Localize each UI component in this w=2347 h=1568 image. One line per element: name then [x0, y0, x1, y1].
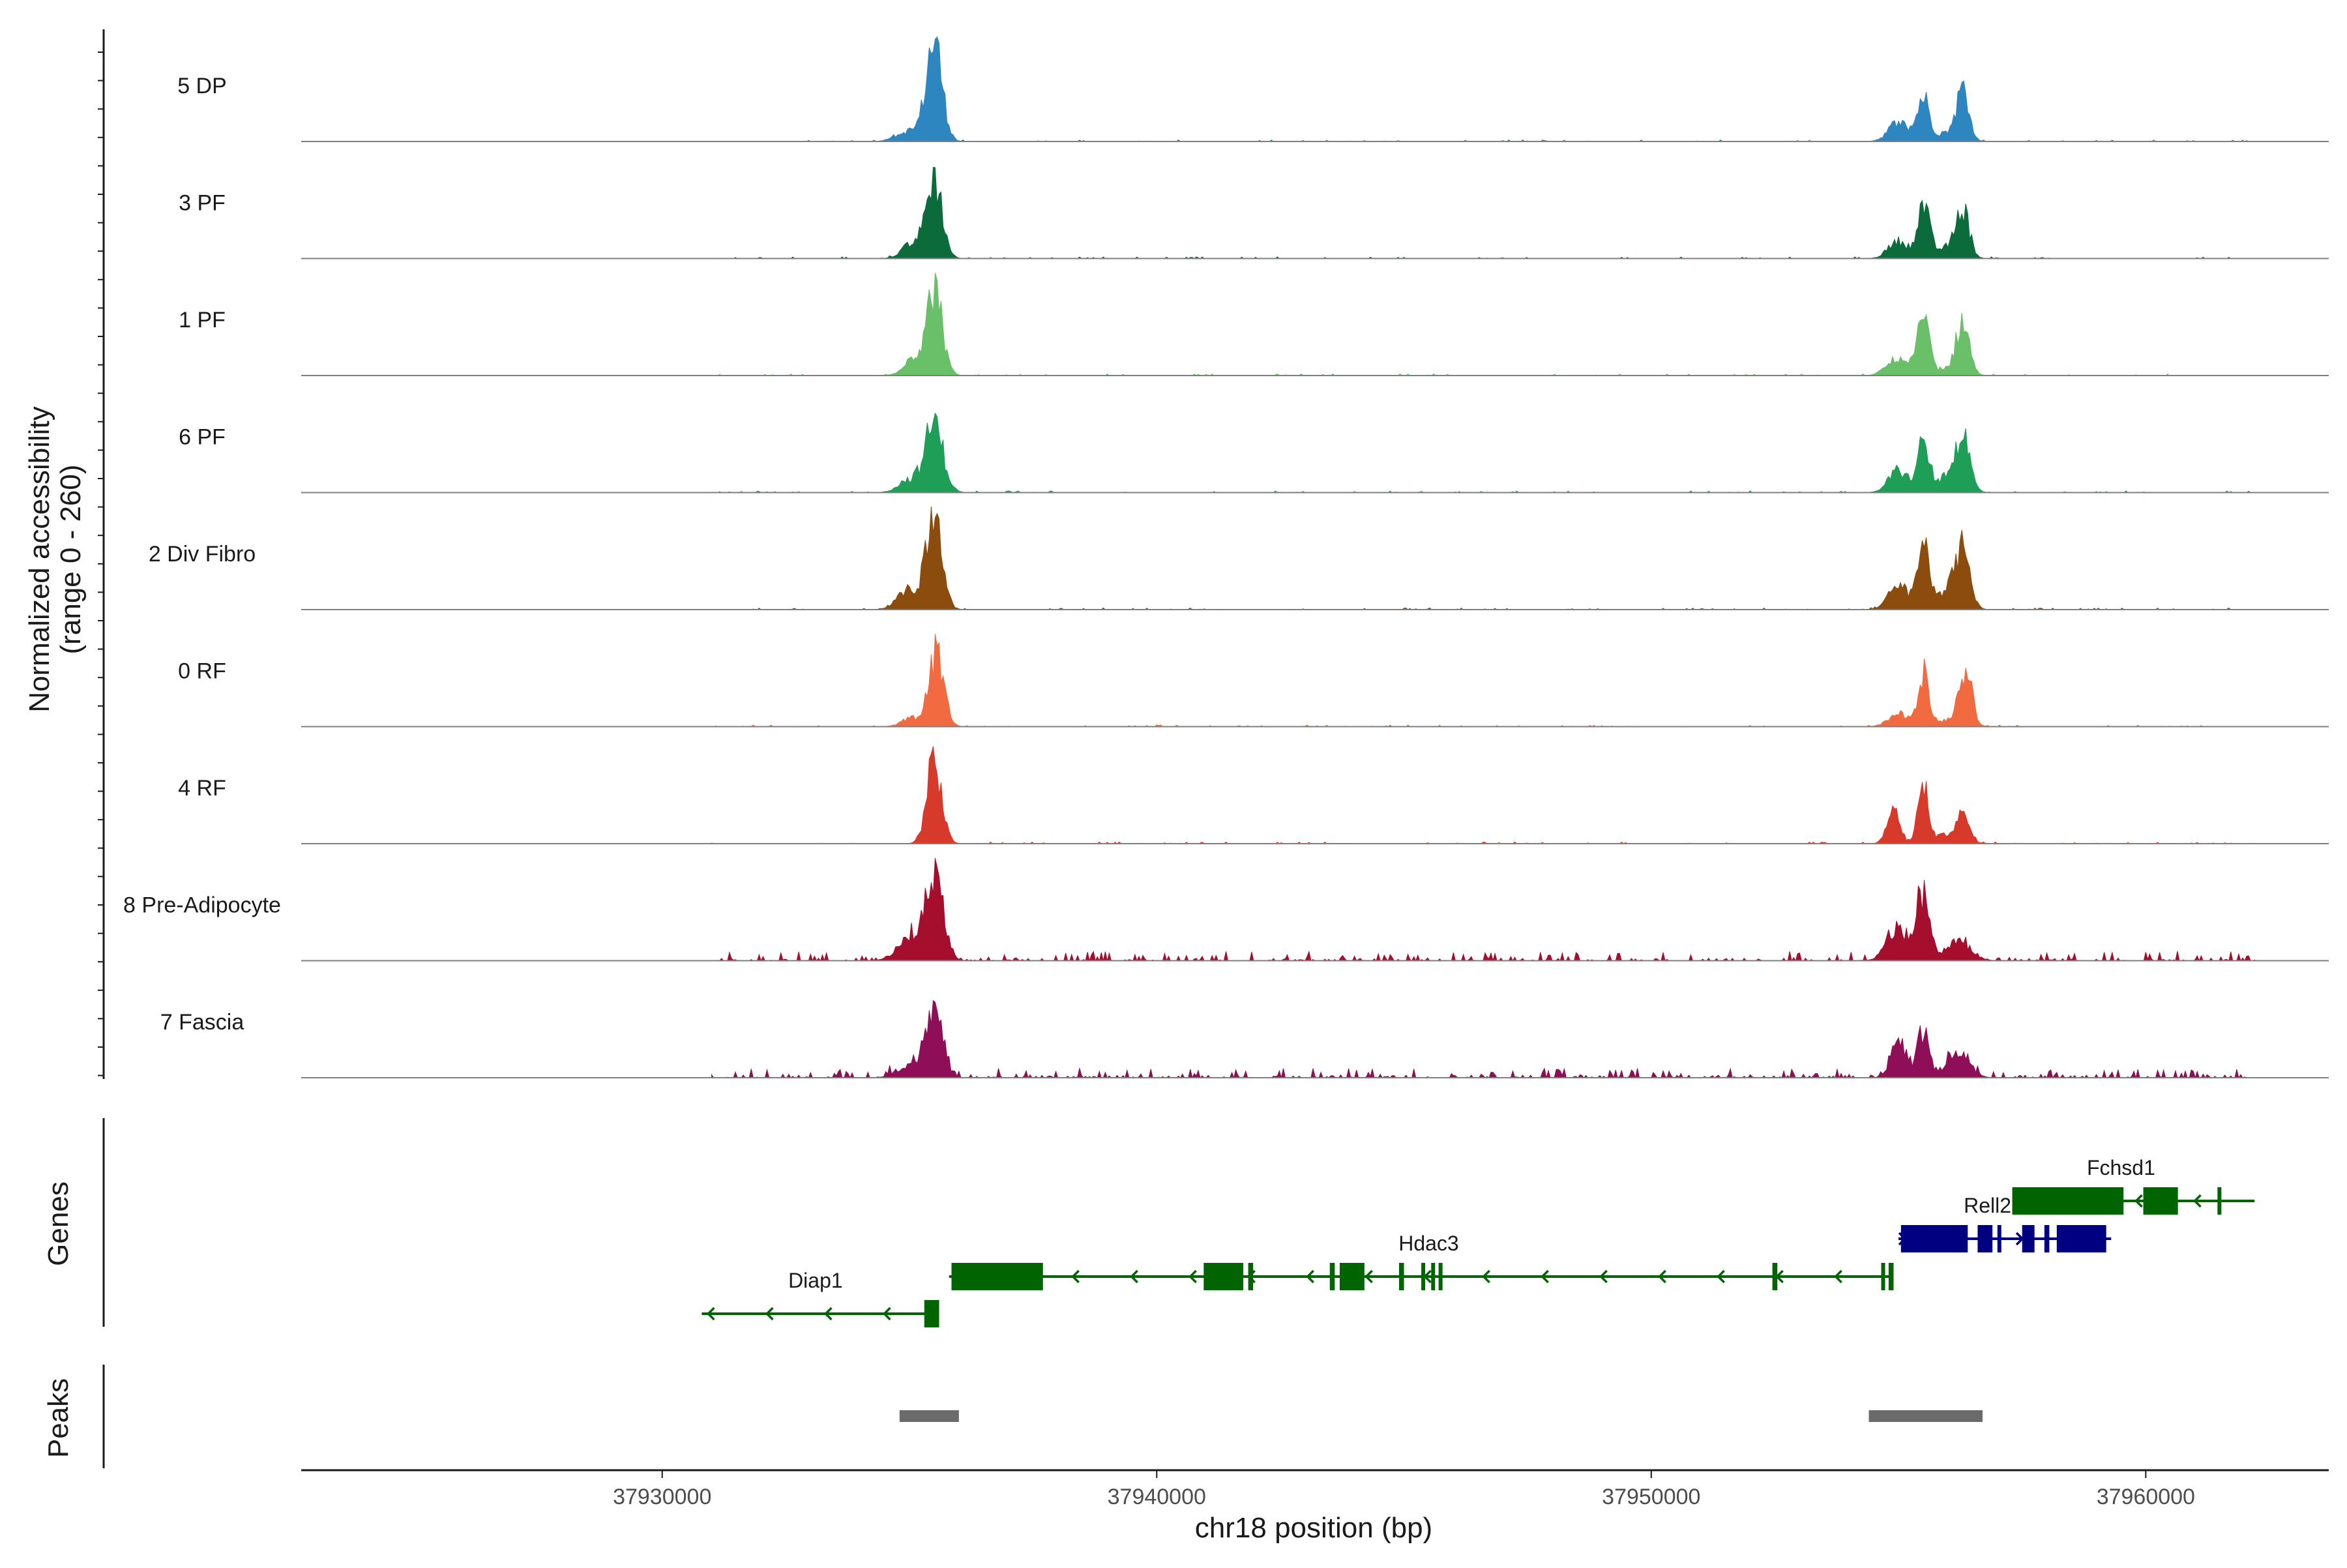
coverage-area-1	[711, 166, 2255, 259]
x-tick-label-1: 37940000	[1108, 1485, 1206, 1509]
track-label-3: 6 PF	[179, 425, 226, 450]
track-label-2: 1 PF	[179, 308, 226, 333]
exon-rell2-4	[2044, 1225, 2050, 1252]
exon-rell2-0	[1900, 1225, 1968, 1252]
x-tick-label-2: 37950000	[1602, 1485, 1700, 1509]
exon-hdac3-5	[1398, 1263, 1404, 1290]
track-label-4: 2 Div Fibro	[149, 542, 256, 567]
track-label-1: 3 PF	[179, 191, 226, 216]
exon-hdac3-0	[951, 1263, 1043, 1290]
coverage-area-7	[711, 858, 2255, 962]
coverage-area-8	[711, 999, 2255, 1079]
gene-label-rell2: Rell2	[1964, 1194, 2011, 1217]
strand-arrow	[1071, 1269, 1080, 1284]
strand-arrow	[1130, 1269, 1138, 1284]
x-tick-label-3: 37960000	[2097, 1485, 2195, 1509]
exon-fchsd1-2	[2217, 1187, 2222, 1215]
gene-label-hdac3: Hdac3	[1398, 1232, 1459, 1255]
coverage-area-5	[711, 634, 2255, 728]
strand-arrow	[823, 1307, 833, 1321]
x-tick-label-0: 37930000	[613, 1485, 711, 1509]
exon-hdac3-6	[1421, 1263, 1426, 1290]
exon-hdac3-7	[1431, 1263, 1436, 1290]
exon-hdac3-11	[1888, 1263, 1894, 1290]
track-label-0: 5 DP	[177, 74, 227, 98]
genes-track-title: Genes	[42, 1181, 74, 1266]
axis-layer: 37930000 37940000 37950000 37960000	[98, 29, 2329, 1509]
coverage-area-4	[711, 506, 2255, 610]
exon-hdac3-4	[1339, 1263, 1365, 1290]
strand-arrow	[1834, 1269, 1842, 1284]
exon-hdac3-8	[1438, 1263, 1443, 1290]
strand-arrow	[1599, 1269, 1608, 1284]
exon-rell2-5	[2056, 1225, 2106, 1252]
exon-rell2-1	[1977, 1225, 1993, 1252]
gene-label-diap1: Diap1	[788, 1269, 843, 1292]
coverage-area-6	[711, 746, 2255, 844]
coverage-layer: 5 DP 3 PF 1 PF 6 PF 2 Div Fibro 0 RF 4 RF 8 Pre…	[123, 36, 2329, 1079]
strand-arrow	[1717, 1269, 1725, 1284]
peak-region-1	[1868, 1410, 1983, 1422]
y-axis-title-line2: (range 0 - 260)	[55, 464, 87, 654]
track-label-5: 0 RF	[178, 659, 226, 684]
exon-hdac3-3	[1329, 1263, 1335, 1290]
strand-arrow	[706, 1307, 715, 1321]
track-label-6: 4 RF	[178, 776, 226, 801]
strand-arrow	[2193, 1194, 2202, 1208]
exon-hdac3-9	[1772, 1263, 1778, 1290]
exon-fchsd1-1	[2143, 1187, 2178, 1215]
strand-arrow	[1365, 1269, 1373, 1284]
y-axis-title-line1: Normalized accessibility	[23, 406, 55, 712]
coverage-area-0	[711, 36, 2255, 142]
strand-arrow	[1658, 1269, 1666, 1284]
strand-arrow	[1306, 1269, 1314, 1284]
strand-arrow	[882, 1307, 891, 1321]
strand-arrow	[765, 1307, 774, 1321]
exon-hdac3-10	[1881, 1263, 1885, 1290]
strand-arrow	[1188, 1269, 1197, 1284]
exon-rell2-3	[2022, 1225, 2035, 1252]
exon-rell2-2	[1997, 1225, 2001, 1252]
peaks-track-title: Peaks	[42, 1378, 74, 1458]
coverage-area-3	[711, 412, 2255, 494]
genes-layer: Diap1 Hdac3 Rell2 Fchsd1	[701, 1156, 2255, 1327]
exon-diap1-0	[924, 1300, 939, 1327]
x-axis-title: chr18 position (bp)	[1195, 1512, 1432, 1544]
gene-label-fchsd1: Fchsd1	[2087, 1156, 2155, 1179]
strand-arrow	[1541, 1269, 1549, 1284]
exon-hdac3-2	[1248, 1263, 1254, 1290]
track-label-8: 7 Fascia	[160, 1010, 244, 1035]
peak-region-0	[899, 1410, 959, 1422]
strand-arrow	[2134, 1194, 2143, 1208]
track-label-7: 8 Pre-Adipocyte	[123, 893, 281, 918]
coverage-area-2	[711, 273, 2255, 376]
exon-hdac3-1	[1203, 1263, 1244, 1290]
exon-fchsd1-0	[2012, 1187, 2124, 1215]
strand-arrow	[1482, 1269, 1490, 1284]
peaks-layer	[899, 1410, 1983, 1422]
